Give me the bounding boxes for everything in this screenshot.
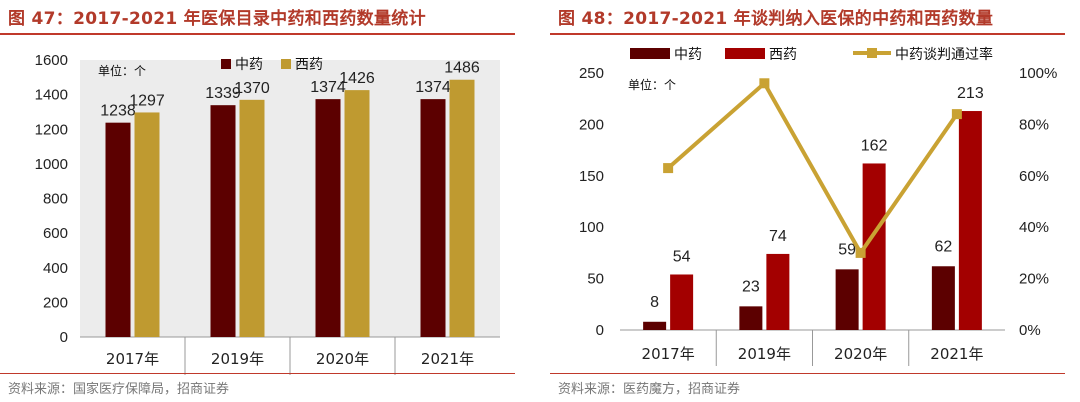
bar — [835, 269, 859, 330]
data-label: 23 — [742, 278, 760, 295]
bar — [766, 253, 790, 330]
rate-marker — [951, 109, 962, 120]
y2-tick-label: 20% — [1019, 271, 1049, 288]
bar — [239, 99, 265, 337]
bar — [931, 266, 955, 330]
right-panel: 图 48：2017-2021 年谈判纳入医保的中药和西药数量 0 50 100 150… — [550, 0, 1080, 402]
chart-title: 图 48：2017-2021 年谈判纳入医保的中药和西药数量 — [558, 9, 994, 29]
data-label: 8 — [650, 294, 659, 311]
bar — [134, 112, 160, 337]
data-label: 162 — [861, 137, 888, 154]
y2-tick-label: 60% — [1019, 168, 1049, 185]
data-label: 59 — [838, 241, 856, 258]
bar — [862, 163, 886, 330]
data-label: 213 — [957, 85, 984, 102]
data-label: 1339 — [205, 85, 241, 102]
title-rule — [0, 33, 515, 35]
data-label: 62 — [934, 238, 952, 255]
legend-label: 中药 — [674, 47, 702, 63]
x-tick-label: 2019年 — [738, 345, 791, 363]
legend-swatch — [630, 48, 670, 59]
legend-label: 西药 — [295, 57, 323, 73]
y2-tick-label: 40% — [1019, 219, 1049, 236]
bar — [958, 111, 982, 330]
right-chart: 0 50 100 150 200 250 0% 20% 40% 60% 80% 100% 2017年 20… — [579, 46, 1057, 366]
y2-tick-label: 100% — [1019, 65, 1057, 82]
source-rule — [550, 373, 1065, 374]
data-label: 74 — [769, 228, 787, 245]
x-tick-label: 2019年 — [211, 350, 264, 368]
data-label: 1297 — [129, 92, 165, 109]
x-tick-label: 2020年 — [834, 345, 887, 363]
data-label: 1374 — [415, 79, 451, 96]
y-tick-label: 250 — [579, 65, 604, 82]
legend-swatch — [281, 59, 291, 69]
x-tick-label: 2020年 — [316, 350, 369, 368]
y2-tick-label: 0% — [1019, 322, 1041, 339]
y-tick-label: 0 — [60, 329, 68, 346]
left-chart: 0 200 400 600 800 1000 1200 1400 1600 2017年 123812… — [35, 52, 500, 375]
data-label: 1238 — [100, 103, 136, 120]
y-tick-label: 150 — [579, 168, 604, 185]
data-label: 1486 — [444, 60, 480, 77]
legend-swatch — [725, 48, 765, 59]
bar — [670, 274, 694, 330]
legend-label: 中药谈判通过率 — [895, 46, 993, 63]
bar — [315, 99, 341, 337]
y-tick-label: 600 — [43, 225, 68, 242]
y-tick-label: 800 — [43, 191, 68, 208]
x-tick-label: 2021年 — [930, 345, 983, 363]
y-tick-label: 1600 — [35, 52, 68, 69]
rate-marker — [759, 78, 770, 89]
data-label: 1370 — [234, 80, 270, 97]
y-tick-label: 1000 — [35, 156, 68, 173]
data-label: 1426 — [339, 70, 375, 87]
rate-marker — [855, 247, 866, 258]
left-panel: 图 47：2017-2021 年医保目录中药和西药数量统计 0 200 400 600… — [0, 0, 530, 402]
rate-line — [666, 80, 959, 257]
y-tick-label: 400 — [43, 260, 68, 277]
x-tick-label: 2017年 — [642, 345, 695, 363]
data-label: 1374 — [310, 79, 346, 96]
legend-marker — [867, 48, 877, 58]
y-tick-label: 50 — [587, 271, 604, 288]
title-rule — [550, 33, 1065, 35]
legend-swatch — [221, 59, 231, 69]
source-rule — [0, 373, 515, 374]
bar — [210, 105, 236, 337]
y-tick-label: 200 — [579, 116, 604, 133]
chart-title: 图 47：2017-2021 年医保目录中药和西药数量统计 — [8, 9, 426, 29]
bar — [420, 99, 446, 337]
y-tick-label: 1200 — [35, 121, 68, 138]
y-tick-label: 0 — [596, 322, 604, 339]
y-tick-label: 1400 — [35, 87, 68, 104]
bar — [739, 306, 763, 330]
y-tick-label: 100 — [579, 219, 604, 236]
x-tick-label: 2017年 — [106, 350, 159, 368]
x-tick-label: 2021年 — [421, 350, 474, 368]
rate-marker — [663, 163, 674, 174]
legend-label: 中药 — [235, 57, 263, 73]
source-note: 资料来源：国家医疗保障局，招商证券 — [8, 382, 230, 397]
y-tick-label: 200 — [43, 294, 68, 311]
source-note: 资料来源：医药魔方，招商证券 — [558, 382, 741, 397]
bar — [344, 90, 370, 337]
bar — [643, 321, 667, 330]
data-label: 54 — [673, 248, 691, 265]
y2-tick-label: 80% — [1019, 116, 1049, 133]
unit-label: 单位：个 — [98, 63, 146, 78]
unit-label: 单位：个 — [628, 77, 676, 92]
legend-label: 西药 — [769, 47, 797, 63]
bar — [449, 79, 475, 337]
bar — [105, 122, 131, 337]
